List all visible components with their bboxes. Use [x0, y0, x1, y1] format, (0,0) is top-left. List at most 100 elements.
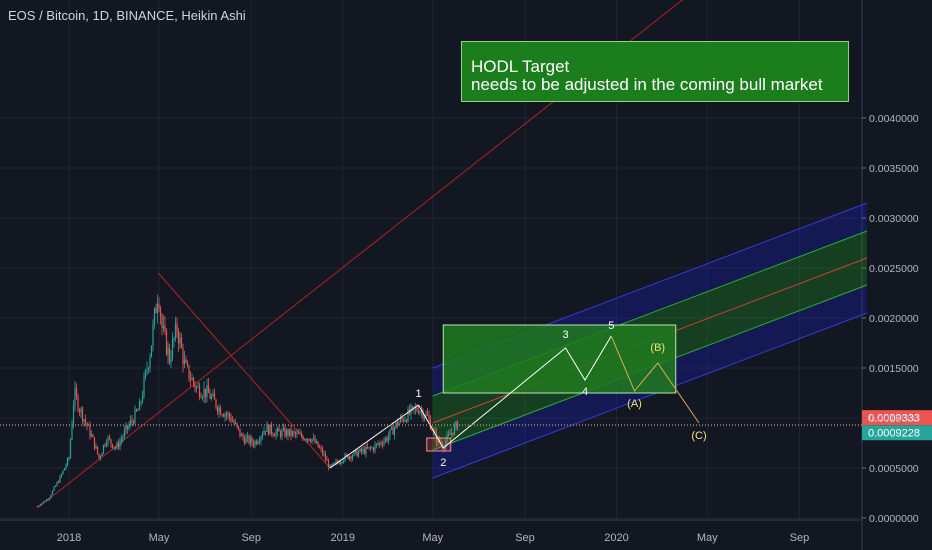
wave-one-line	[329, 404, 419, 469]
candle-body-280	[456, 421, 459, 430]
candle-body-27	[77, 395, 79, 411]
candle-body-204	[342, 460, 345, 463]
candle-body-11	[53, 486, 55, 491]
candle-body-141	[248, 435, 250, 444]
candle-body-235	[389, 429, 391, 437]
y-tick-label-8: 0.0000000	[869, 513, 919, 525]
candle-body-243	[401, 417, 403, 419]
x-tick-label-4: May	[422, 532, 443, 544]
y-tick-label-1: 0.0035000	[869, 163, 919, 175]
candle-body-151	[263, 431, 265, 435]
candle-body-242	[399, 417, 402, 422]
candle-body-111	[203, 388, 205, 397]
x-tick-label-8: Sep	[790, 532, 810, 544]
candle-body-78	[153, 308, 156, 325]
candle-body-90	[171, 340, 174, 359]
candle-body-154	[267, 424, 270, 435]
candle-body-95	[179, 337, 181, 344]
corrective-wave-path	[610, 335, 700, 424]
candle-body-71	[143, 377, 145, 397]
candle-body-275	[449, 433, 451, 435]
second-price-label: 0.0009228	[868, 428, 920, 440]
candle-body-79	[155, 308, 157, 314]
candle-body-100	[186, 362, 189, 366]
candle-body-279	[455, 421, 457, 426]
candle-body-52	[114, 447, 117, 449]
candle-body-277	[452, 432, 454, 435]
candle-body-6	[45, 499, 48, 502]
candle-body-190	[321, 448, 324, 455]
candle-body-93	[176, 323, 178, 332]
candle-body-185	[314, 437, 316, 443]
candle-body-12	[54, 485, 57, 487]
wave-label-3: 4	[582, 386, 588, 398]
candle-body-13	[56, 482, 58, 486]
candle-body-215	[359, 448, 361, 452]
candle-body-200	[336, 461, 339, 463]
candle-body-135	[239, 428, 241, 437]
candle-body-166	[285, 429, 288, 437]
candle-body-28	[78, 410, 81, 412]
candle-body-261	[428, 415, 430, 419]
candle-body-102	[189, 379, 192, 381]
x-tick-label-5: Sep	[515, 532, 535, 544]
candle-body-218	[363, 448, 366, 454]
candle-body-245	[404, 420, 406, 422]
candle-body-94	[177, 331, 180, 344]
candle-body-225	[374, 444, 376, 451]
target-box	[442, 324, 677, 394]
candle-body-24	[72, 405, 75, 424]
candle-body-125	[224, 414, 226, 417]
candle-body-66	[135, 409, 138, 411]
candle-body-96	[180, 337, 183, 348]
candle-body-117	[212, 393, 214, 397]
candle-body-63	[131, 420, 133, 422]
x-tick-label-7: May	[697, 532, 718, 544]
candle-body-19	[65, 465, 67, 469]
candle-body-101	[188, 365, 190, 380]
candle-body-196	[330, 465, 333, 467]
candle-body-208	[348, 456, 351, 459]
candle-body-226	[375, 443, 378, 445]
candle-body-168	[288, 428, 291, 436]
candle-body-89	[170, 358, 172, 363]
candle-body-182	[309, 440, 312, 442]
candle-body-183	[311, 438, 313, 442]
candle-body-139	[245, 437, 247, 444]
candle-body-37	[92, 434, 94, 438]
candle-body-26	[75, 388, 78, 396]
candle-body-149	[260, 436, 262, 441]
candle-body-17	[62, 470, 64, 475]
candle-body-203	[341, 462, 343, 464]
wave-label-7: (C)	[691, 430, 706, 442]
candle-body-65	[134, 409, 136, 424]
candle-body-189	[320, 447, 322, 449]
x-tick-label-6: 2020	[604, 532, 628, 544]
candle-body-137	[242, 434, 244, 439]
candle-body-3	[41, 502, 43, 505]
candle-body-265	[434, 429, 436, 433]
candle-body-198	[333, 462, 336, 464]
candle-body-105	[194, 383, 196, 389]
candle-body-9	[50, 494, 52, 498]
x-tick-label-0: 2018	[57, 532, 81, 544]
candle-body-35	[89, 424, 91, 437]
candle-body-194	[327, 460, 330, 468]
candle-body-160	[276, 428, 279, 433]
candle-body-1	[38, 505, 40, 507]
candle-body-60	[126, 425, 129, 429]
candle-body-191	[323, 454, 325, 456]
wave-label-2: 3	[562, 329, 568, 341]
candle-body-250	[411, 406, 414, 408]
candle-body-195	[329, 465, 331, 468]
candle-body-257	[422, 410, 424, 419]
candle-body-216	[360, 448, 363, 452]
y-tick-label-6: 0.0010000	[869, 413, 919, 425]
candle-body-232	[384, 437, 387, 442]
candle-body-220	[366, 446, 369, 449]
candle-body-150	[261, 434, 264, 437]
candle-body-85	[164, 325, 166, 331]
candle-body-15	[59, 476, 61, 483]
candle-body-31	[83, 419, 85, 422]
